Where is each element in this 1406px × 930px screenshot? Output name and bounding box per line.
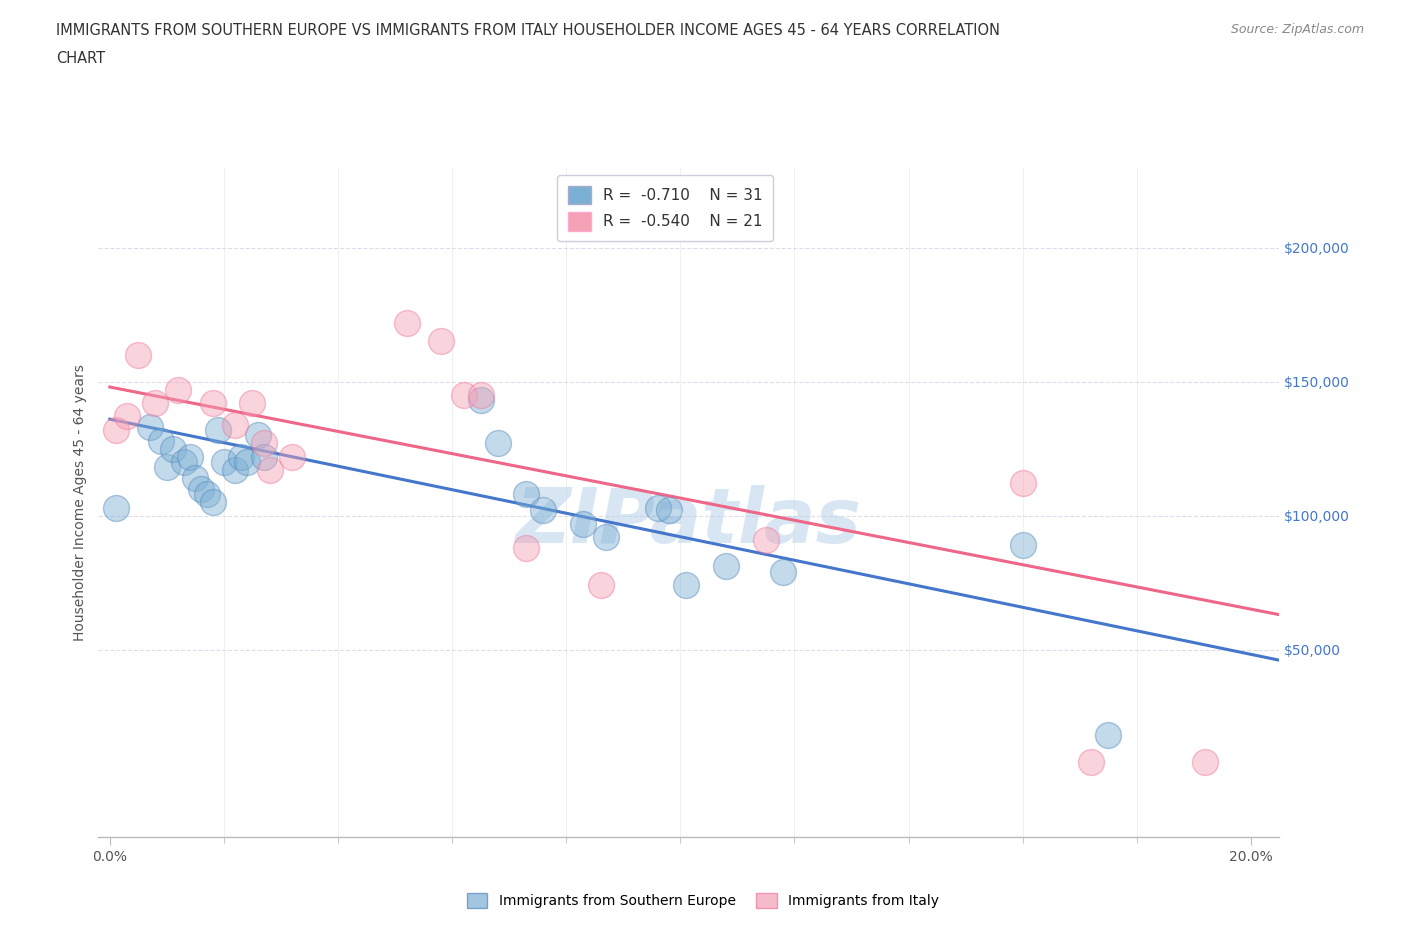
Text: Source: ZipAtlas.com: Source: ZipAtlas.com [1230,23,1364,36]
Point [229,449,252,464]
Legend: R =  -0.710    N = 31, R =  -0.540    N = 21: R = -0.710 N = 31, R = -0.540 N = 21 [557,175,773,242]
Point [1011,476,1033,491]
Point [1080,754,1102,769]
Point [224,462,246,477]
Point [1011,538,1033,552]
Point [486,436,509,451]
Point [658,503,681,518]
Point [1194,754,1216,769]
Point [201,395,224,410]
Point [647,500,669,515]
Legend: Immigrants from Southern Europe, Immigrants from Italy: Immigrants from Southern Europe, Immigra… [461,888,945,914]
Point [453,388,475,403]
Point [104,500,127,515]
Point [247,428,270,443]
Point [281,449,304,464]
Point [236,455,259,470]
Point [167,382,190,397]
Text: ZIPatlas: ZIPatlas [516,485,862,559]
Point [429,334,451,349]
Point [162,441,184,456]
Point [224,417,246,432]
Point [259,462,281,477]
Point [104,422,127,437]
Point [156,460,179,475]
Point [470,393,492,408]
Point [145,395,167,410]
Point [195,486,218,501]
Point [1097,728,1119,743]
Point [207,422,229,437]
Point [675,578,697,592]
Point [190,482,212,497]
Point [242,395,264,410]
Point [253,449,276,464]
Point [515,486,537,501]
Point [201,495,224,510]
Point [212,455,235,470]
Text: CHART: CHART [56,51,105,66]
Point [150,433,173,448]
Point [515,540,537,555]
Point [139,419,162,434]
Point [533,503,555,518]
Point [595,529,617,544]
Point [127,348,149,363]
Text: IMMIGRANTS FROM SOUTHERN EUROPE VS IMMIGRANTS FROM ITALY HOUSEHOLDER INCOME AGES: IMMIGRANTS FROM SOUTHERN EUROPE VS IMMIG… [56,23,1000,38]
Point [589,578,612,592]
Point [395,315,418,330]
Point [115,409,138,424]
Point [572,516,595,531]
Point [755,532,778,547]
Point [173,455,195,470]
Point [772,565,794,579]
Point [253,436,276,451]
Y-axis label: Householder Income Ages 45 - 64 years: Householder Income Ages 45 - 64 years [73,364,87,641]
Point [184,471,207,485]
Point [470,388,492,403]
Point [179,449,201,464]
Point [714,559,737,574]
